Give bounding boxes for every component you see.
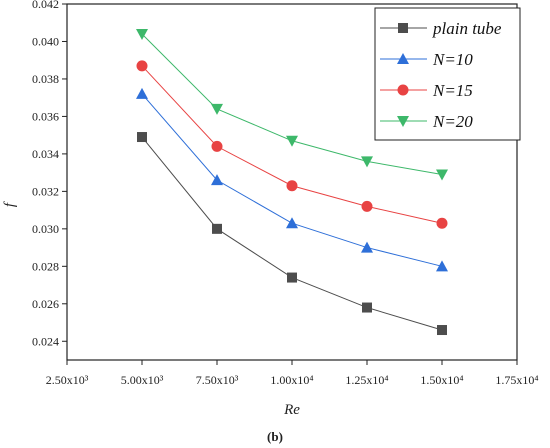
legend-marker <box>397 53 409 64</box>
series-line <box>141 136 443 331</box>
x-tick-label: 1.75x10⁴ <box>495 373 538 387</box>
legend-marker <box>397 116 409 127</box>
data-point <box>437 325 447 336</box>
x-tick-label: 2.50x10³ <box>46 373 89 387</box>
y-tick-label: 0.026 <box>32 297 59 311</box>
legend-label: plain tube <box>432 19 502 38</box>
y-tick-label: 0.040 <box>32 34 59 48</box>
data-point <box>362 302 372 313</box>
x-axis-title: Re <box>283 402 300 418</box>
data-point <box>436 169 448 181</box>
data-point <box>136 87 148 99</box>
x-tick-label: 1.00x10⁴ <box>270 373 313 387</box>
data-point <box>361 156 373 168</box>
x-tick-label: 5.00x10³ <box>121 373 164 387</box>
legend-entry: plain tube <box>380 19 502 38</box>
series-layer <box>136 28 448 336</box>
data-point <box>286 180 298 192</box>
data-point <box>137 132 147 143</box>
data-point <box>286 135 298 147</box>
data-point <box>287 272 297 283</box>
data-point <box>361 200 373 212</box>
legend-label: N=20 <box>432 112 473 131</box>
legend-label: N=10 <box>432 50 473 69</box>
data-point <box>212 223 222 234</box>
x-tick-label: 7.50x10³ <box>196 373 239 387</box>
figure-caption: (b) <box>267 429 283 444</box>
axes: 2.50x10³ 5.00x10³ 7.50x10³ 1.00x10⁴ 1.25x10⁴… <box>32 0 539 387</box>
y-tick-label: 0.024 <box>32 334 59 348</box>
legend-entry: N=20 <box>380 112 473 131</box>
legend-entry: N=15 <box>380 81 473 100</box>
data-point <box>136 28 148 40</box>
series-3 <box>136 28 448 181</box>
y-tick-label: 0.032 <box>32 184 59 198</box>
x-tick-label: 1.25x10⁴ <box>345 373 388 387</box>
y-axis-title: f <box>2 201 18 207</box>
y-tick-label: 0.034 <box>32 147 59 161</box>
y-tick-label: 0.042 <box>32 0 59 11</box>
legend-entry: N=10 <box>380 50 473 69</box>
data-point <box>211 140 223 152</box>
series-0 <box>137 132 447 336</box>
data-point <box>211 103 223 115</box>
data-point <box>286 217 298 229</box>
x-tick-label: 1.50x10⁴ <box>420 373 463 387</box>
y-tick-label: 0.030 <box>32 222 59 236</box>
data-point <box>436 217 448 229</box>
legend-label: N=15 <box>432 81 473 100</box>
data-point <box>136 60 148 72</box>
legend: plain tube N=10 N=15 N=20 <box>374 7 521 141</box>
y-tick-label: 0.038 <box>32 72 59 86</box>
legend-marker <box>397 84 409 96</box>
series-1 <box>136 87 448 272</box>
data-point <box>211 174 223 186</box>
y-tick-label: 0.028 <box>32 259 59 273</box>
data-point <box>361 241 373 253</box>
series-2 <box>136 60 448 229</box>
y-tick-label: 0.036 <box>32 109 59 123</box>
legend-marker <box>398 23 408 33</box>
data-point <box>436 260 448 272</box>
